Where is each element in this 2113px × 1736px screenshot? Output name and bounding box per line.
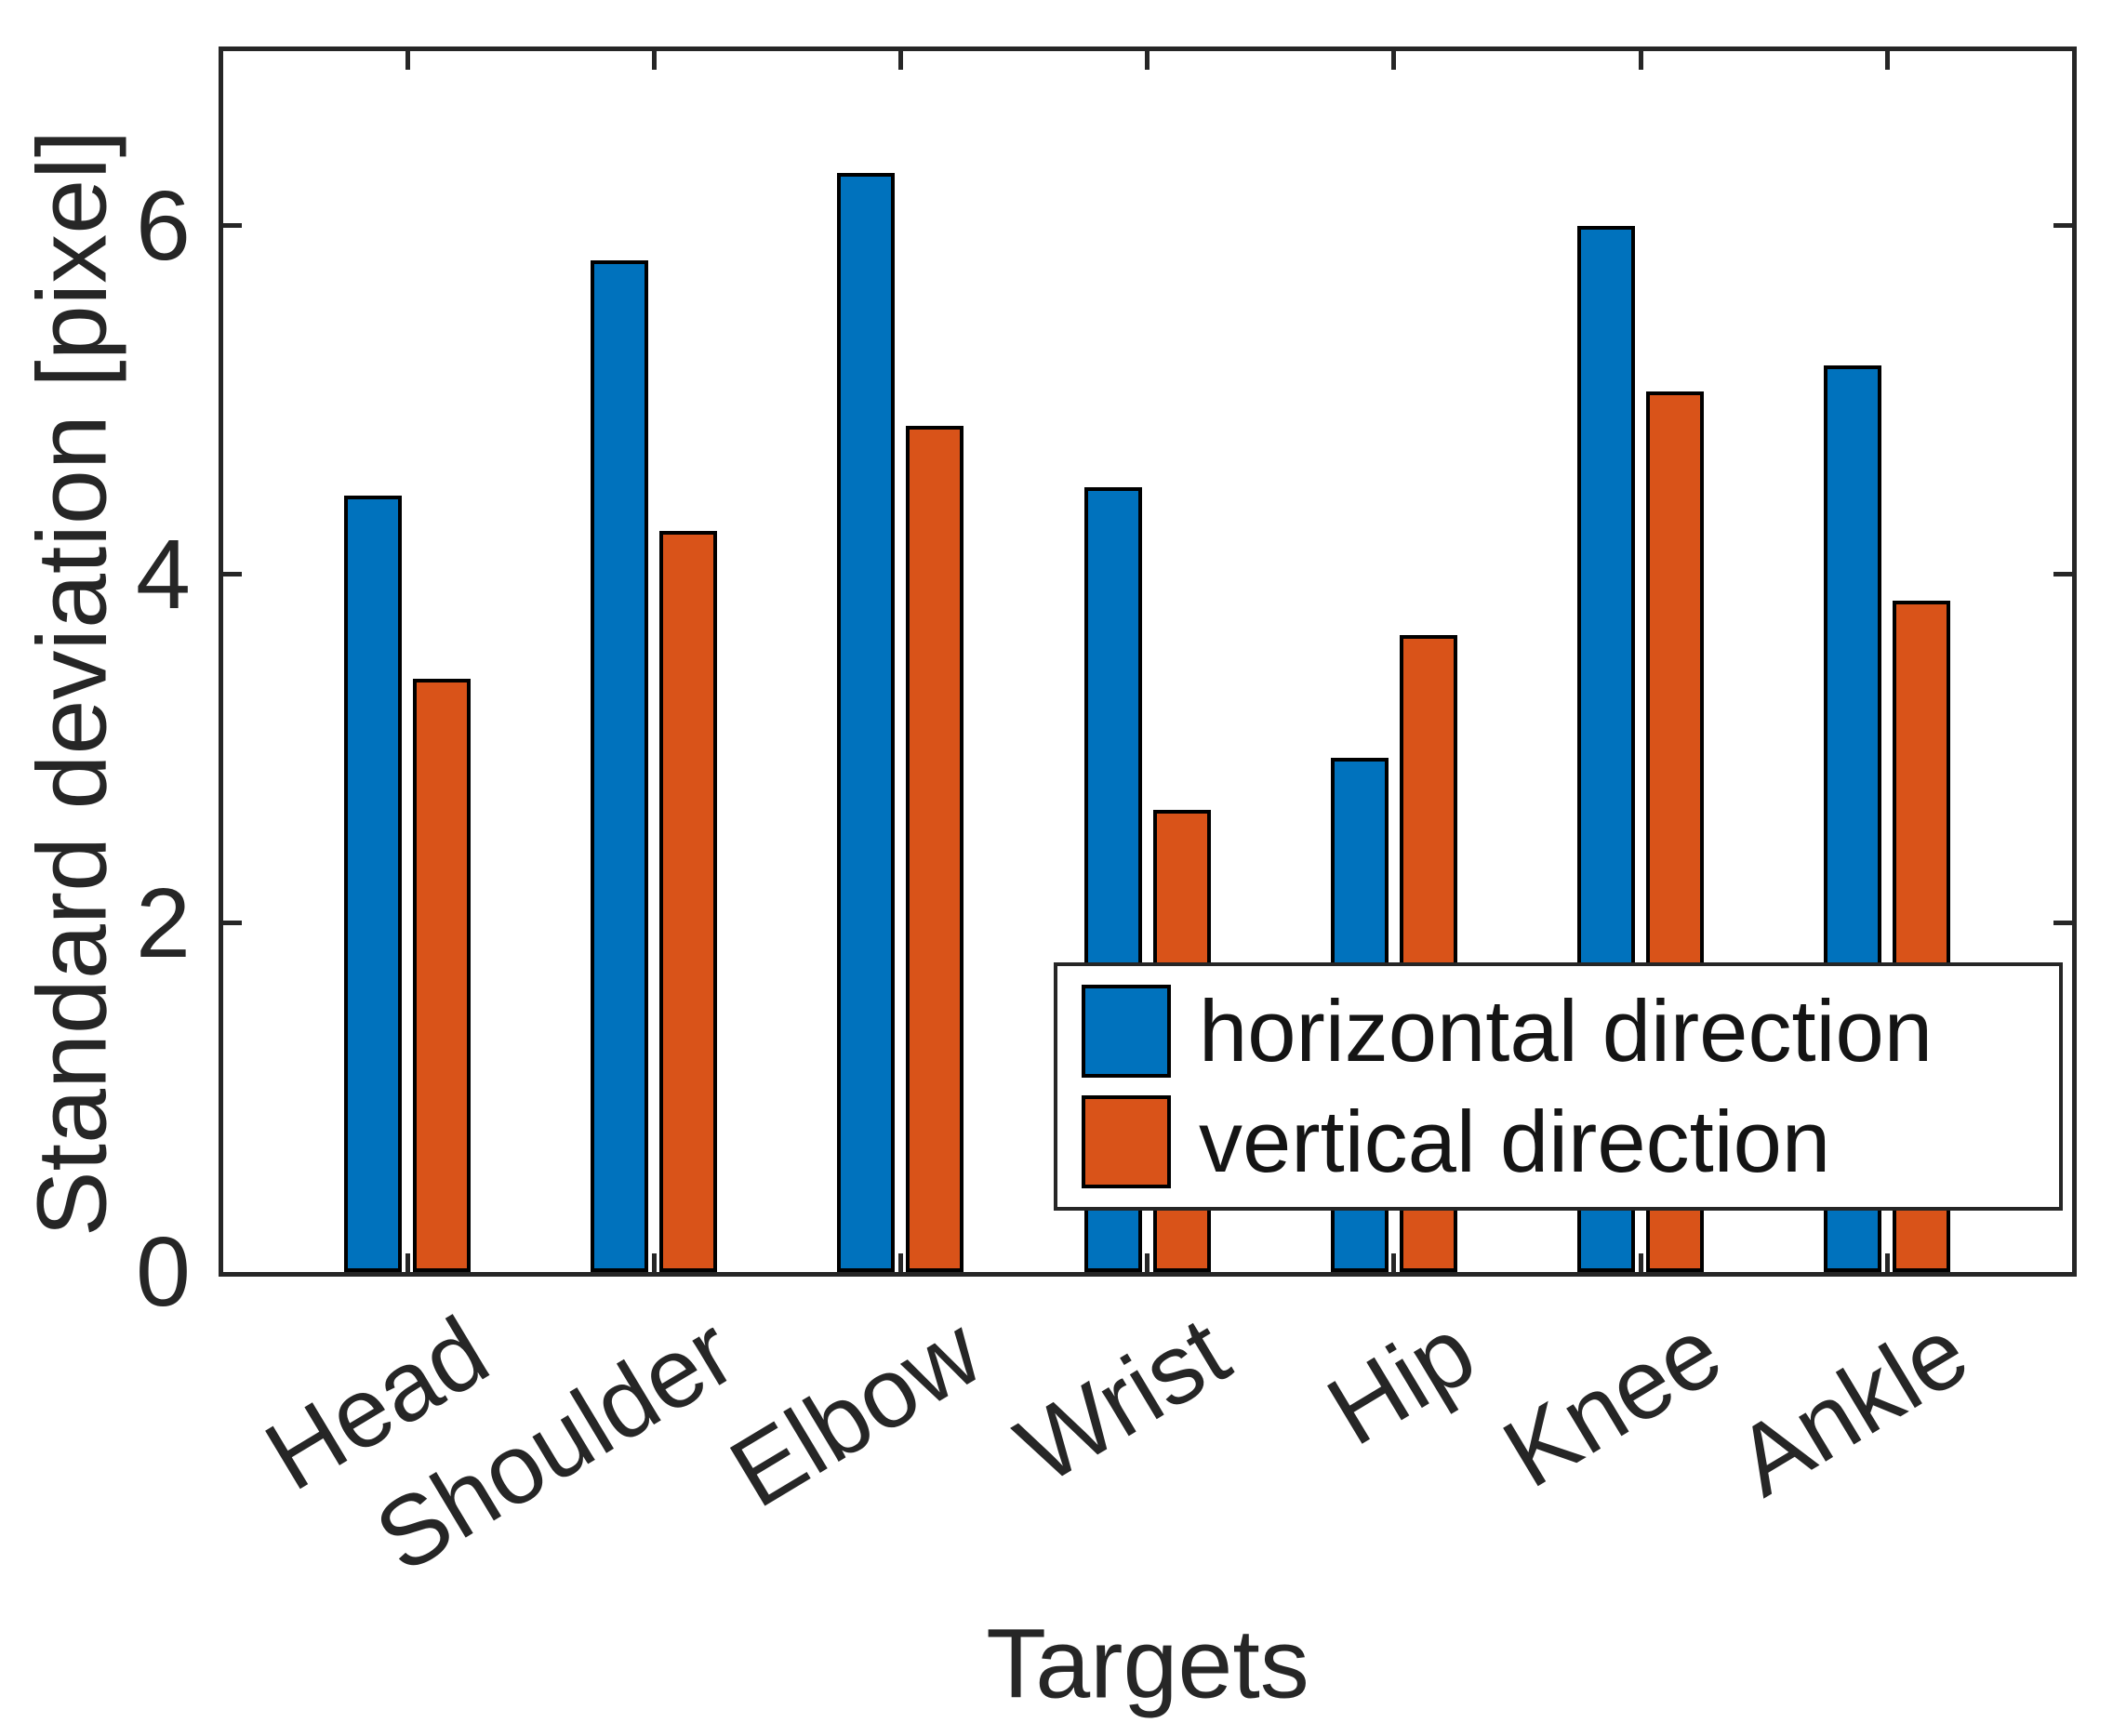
x-tick-mark-ankle-top [1884, 51, 1890, 70]
y-tick-mark-6-right [2053, 223, 2072, 229]
bar-horizontal-direction-elbow [837, 173, 896, 1272]
x-axis-label: Targets [986, 1609, 1309, 1719]
x-tick-mark-hip-bottom [1391, 1253, 1397, 1272]
legend-label-vertical-direction: vertical direction [1199, 1093, 1831, 1191]
y-tick-mark-4-left [223, 572, 242, 577]
legend-label-horizontal-direction: horizontal direction [1199, 981, 1933, 1080]
legend-row-vertical: vertical direction [1082, 1093, 2059, 1191]
x-tick-mark-ankle-bottom [1884, 1253, 1890, 1272]
legend: horizontal direction vertical direction [1054, 962, 2063, 1211]
x-tick-mark-shoulder-bottom [651, 1253, 657, 1272]
bar-vertical-direction-elbow [906, 426, 964, 1272]
y-tick-mark-4-right [2053, 572, 2072, 577]
bar-vertical-direction-head [413, 679, 471, 1272]
legend-swatch-horizontal-direction [1082, 984, 1171, 1078]
x-tick-mark-hip-top [1391, 51, 1397, 70]
x-tick-mark-head-top [405, 51, 410, 70]
x-tick-mark-elbow-top [897, 51, 903, 70]
y-tick-label-6: 6 [136, 170, 191, 281]
y-tick-label-0: 0 [136, 1217, 191, 1327]
bar-horizontal-direction-shoulder [591, 260, 649, 1272]
legend-swatch-vertical-direction [1082, 1095, 1171, 1189]
y-tick-mark-2-left [223, 921, 242, 926]
y-tick-label-4: 4 [136, 519, 191, 629]
x-tick-mark-knee-bottom [1638, 1253, 1643, 1272]
bar-horizontal-direction-head [344, 496, 402, 1272]
y-tick-mark-2-right [2053, 921, 2072, 926]
x-tick-mark-elbow-bottom [897, 1253, 903, 1272]
y-tick-mark-6-left [223, 223, 242, 229]
bar-vertical-direction-shoulder [659, 531, 718, 1272]
y-tick-label-2: 2 [136, 868, 191, 978]
x-tick-mark-head-bottom [405, 1253, 410, 1272]
x-tick-mark-shoulder-top [651, 51, 657, 70]
legend-row-horizontal: horizontal direction [1082, 981, 2059, 1080]
x-tick-mark-wrist-bottom [1145, 1253, 1150, 1272]
x-tick-mark-knee-top [1638, 51, 1643, 70]
y-axis-label: Standard deviation [pixel] [17, 129, 127, 1238]
x-tick-mark-wrist-top [1145, 51, 1150, 70]
